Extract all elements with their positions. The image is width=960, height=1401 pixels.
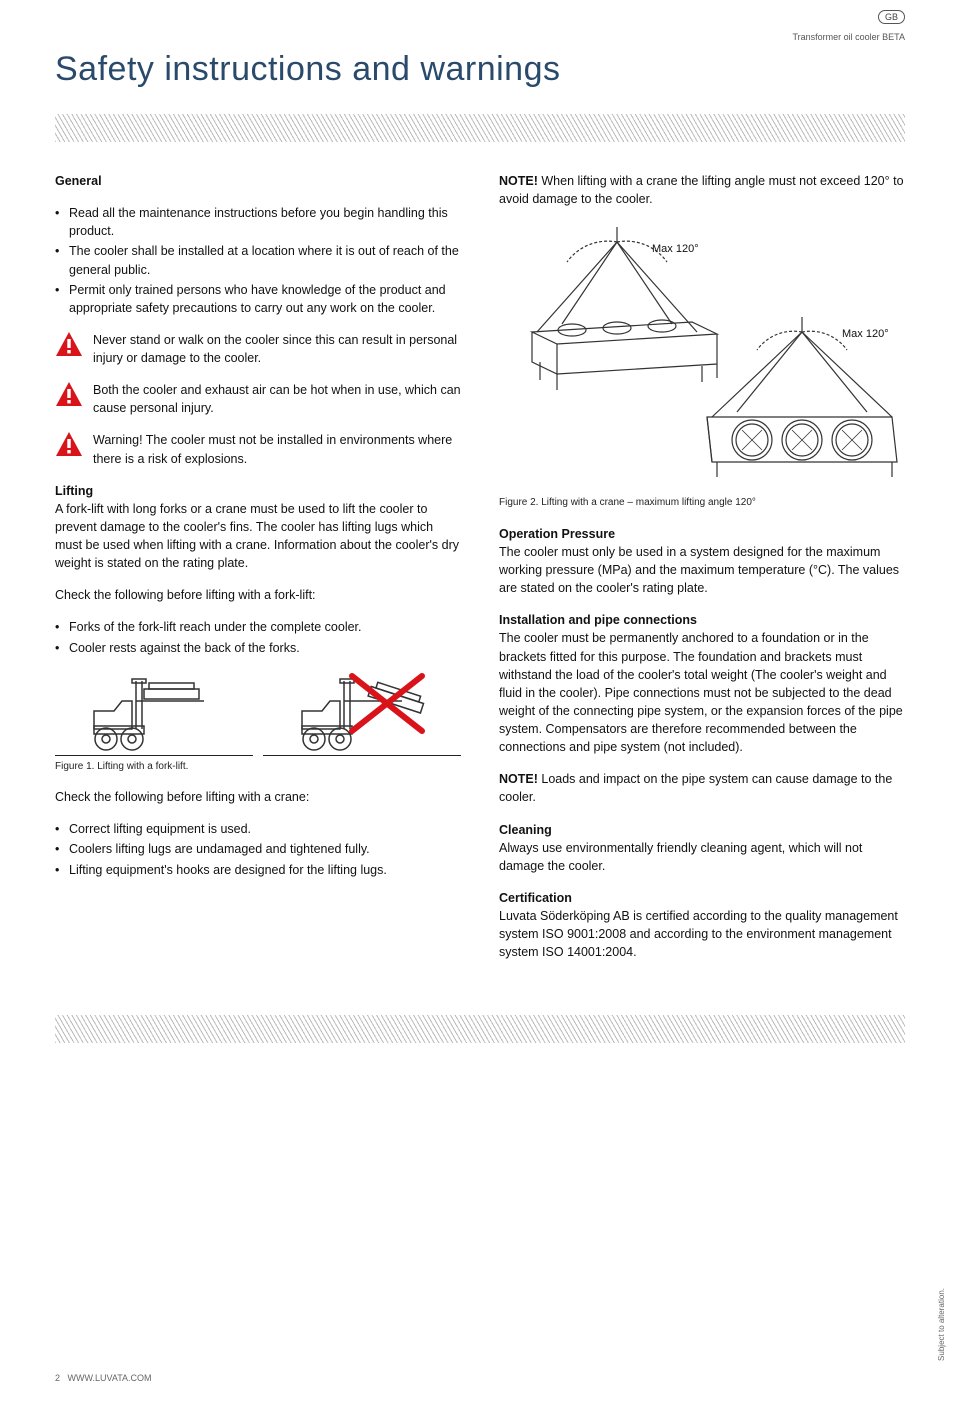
divider-bottom [55, 1015, 905, 1043]
lifting-paragraph: A fork-lift with long forks or a crane m… [55, 502, 459, 570]
installation-section: Installation and pipe connections The co… [499, 611, 905, 756]
note-1: NOTE! When lifting with a crane the lift… [499, 172, 905, 208]
forklift-intro: Check the following before lifting with … [55, 586, 461, 604]
angle-label-2: Max 120° [842, 328, 889, 340]
side-note: Subject to alteration. [937, 1288, 946, 1361]
forklift-wrong [263, 671, 461, 756]
content-columns: General Read all the maintenance instruc… [0, 172, 960, 975]
list-item: Correct lifting equipment is used. [55, 820, 461, 838]
list-item: Lifting equipment's hooks are designed f… [55, 861, 461, 879]
figure-2-caption: Figure 2. Lifting with a crane – maximum… [499, 496, 905, 511]
footer-url: WWW.LUVATA.COM [68, 1373, 152, 1383]
cleaning-section: Cleaning Always use environmentally frie… [499, 821, 905, 875]
page-title: Safety instructions and warnings [55, 50, 905, 89]
forklift-list: Forks of the fork-lift reach under the c… [55, 618, 461, 656]
right-column: NOTE! When lifting with a crane the lift… [499, 172, 905, 975]
angle-label-1: Max 120° [652, 243, 699, 255]
warning-icon [55, 381, 83, 407]
lifting-heading: Lifting [55, 484, 93, 498]
general-heading: General [55, 172, 461, 190]
list-item: Forks of the fork-lift reach under the c… [55, 618, 461, 636]
forklift-correct [55, 671, 253, 756]
warning-block: Never stand or walk on the cooler since … [55, 331, 461, 367]
list-item: Coolers lifting lugs are undamaged and t… [55, 840, 461, 858]
list-item: The cooler shall be installed at a locat… [55, 242, 461, 278]
lifting-section: Lifting A fork-lift with long forks or a… [55, 482, 461, 573]
crane-intro: Check the following before lifting with … [55, 788, 461, 806]
warning-block: Both the cooler and exhaust air can be h… [55, 381, 461, 417]
warning-icon [55, 431, 83, 457]
certification-section: Certification Luvata Söderköping AB is c… [499, 889, 905, 962]
figure-2-diagram: Max 120° Max 120° [499, 222, 905, 492]
warning-text: Both the cooler and exhaust air can be h… [93, 381, 461, 417]
figure-1-caption: Figure 1. Lifting with a fork-lift. [55, 760, 461, 775]
page-footer: 2 WWW.LUVATA.COM [55, 1373, 152, 1383]
figure-1-diagram [55, 671, 461, 756]
document-subtitle: Transformer oil cooler BETA [792, 32, 905, 42]
list-item: Cooler rests against the back of the for… [55, 639, 461, 657]
page-header: GB Transformer oil cooler BETA Safety in… [0, 0, 960, 89]
general-list: Read all the maintenance instructions be… [55, 204, 461, 317]
note-2: NOTE! Loads and impact on the pipe syste… [499, 770, 905, 806]
left-column: General Read all the maintenance instruc… [55, 172, 461, 975]
list-item: Read all the maintenance instructions be… [55, 204, 461, 240]
warning-text: Never stand or walk on the cooler since … [93, 331, 461, 367]
list-item: Permit only trained persons who have kno… [55, 281, 461, 317]
warning-block: Warning! The cooler must not be installe… [55, 431, 461, 467]
warning-text: Warning! The cooler must not be installe… [93, 431, 461, 467]
operation-pressure: Operation Pressure The cooler must only … [499, 525, 905, 598]
warning-icon [55, 331, 83, 357]
divider-top [55, 114, 905, 142]
language-badge: GB [878, 10, 905, 24]
page-number: 2 [55, 1373, 60, 1383]
crane-list: Correct lifting equipment is used. Coole… [55, 820, 461, 878]
